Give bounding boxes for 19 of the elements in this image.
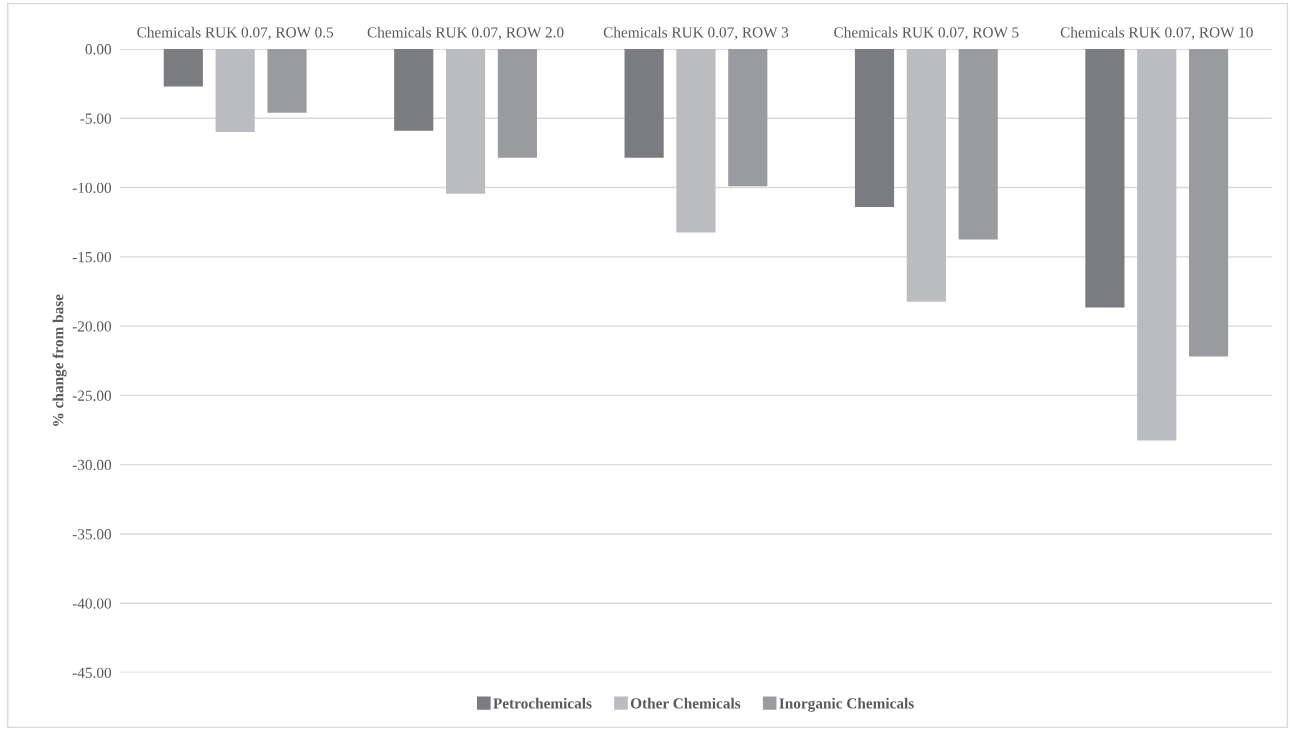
x-tick-label: Chemicals RUK 0.07, ROW 5	[834, 26, 1019, 40]
y-tick-label: -15.00	[72, 251, 112, 263]
legend-label: Other Chemicals	[630, 697, 741, 709]
y-tick-label: -20.00	[72, 321, 112, 332]
x-tick-label: Chemicals RUK 0.07, ROW 3	[603, 26, 789, 40]
y-tick-label: -40.00	[72, 598, 112, 609]
legend-label: Inorganic Chemicals	[779, 697, 914, 712]
y-tick-label: 0.00	[85, 44, 112, 55]
y-tick-label: -10.00	[72, 182, 112, 194]
legend-label: Petrochemicals	[493, 697, 592, 709]
y-tick-label: -30.00	[72, 459, 112, 471]
x-tick-label: Chemicals RUK 0.07, ROW 10	[1060, 26, 1253, 40]
y-tick-label: -25.00	[72, 390, 112, 401]
x-tick-label: Chemicals RUK 0.07, ROW 0.5	[137, 26, 334, 40]
y-tick-label: -35.00	[72, 529, 112, 540]
y-tick-label: -5.00	[80, 113, 112, 124]
y-tick-label: -45.00	[72, 667, 112, 679]
x-tick-label: Chemicals RUK 0.07, ROW 2.0	[367, 26, 564, 40]
y-axis-title: % change from base	[52, 294, 67, 426]
